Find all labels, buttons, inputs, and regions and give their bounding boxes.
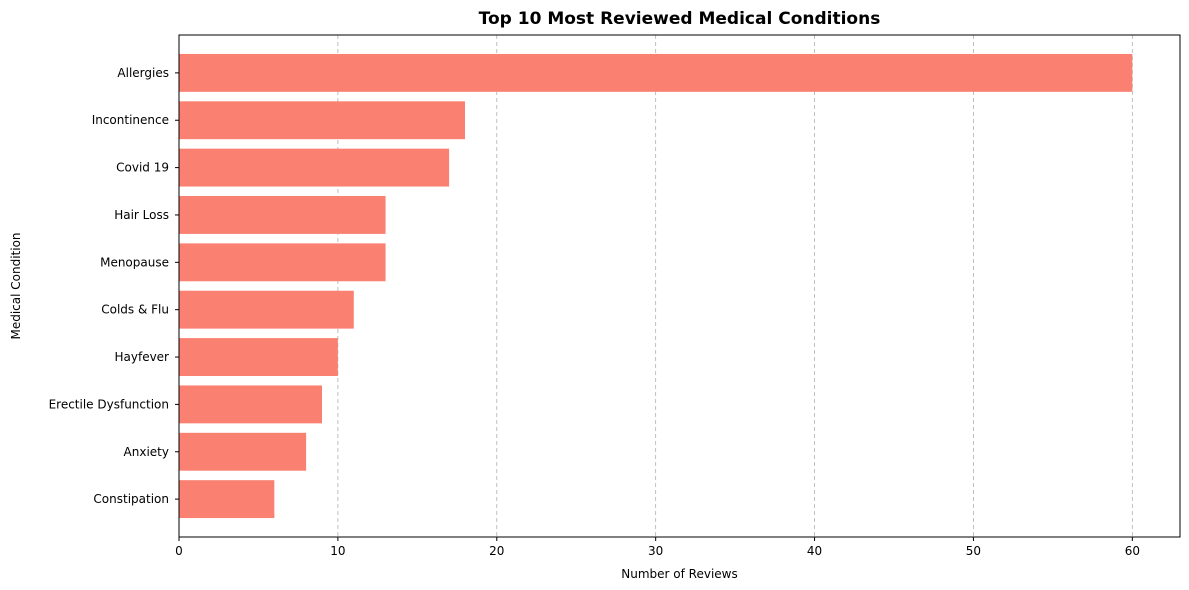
y-tick-label: Menopause	[100, 255, 169, 269]
y-tick-label: Anxiety	[124, 445, 169, 459]
x-tick-label: 0	[175, 544, 183, 558]
y-tick-label: Incontinence	[92, 113, 169, 127]
x-axis-label: Number of Reviews	[621, 567, 737, 581]
y-tick-label: Allergies	[117, 66, 169, 80]
y-tick-label: Erectile Dysfunction	[49, 397, 169, 411]
x-tick-label: 50	[966, 544, 981, 558]
y-tick-label: Hair Loss	[114, 208, 169, 222]
x-tick-label: 10	[330, 544, 345, 558]
bar	[179, 101, 465, 140]
bar	[179, 385, 322, 424]
chart-title: Top 10 Most Reviewed Medical Conditions	[479, 9, 881, 29]
bar	[179, 196, 386, 234]
bar	[179, 480, 275, 519]
x-tick-label: 20	[489, 544, 504, 558]
bars	[179, 53, 1133, 519]
plot-frame	[178, 34, 1181, 538]
bar	[179, 432, 307, 471]
x-tick-label: 30	[648, 544, 663, 558]
x-tick-label: 40	[807, 544, 822, 558]
y-tick-label: Colds & Flu	[101, 303, 169, 317]
bar	[179, 53, 1133, 92]
bar	[179, 148, 450, 187]
axes: 0 10 20 30 40 50 60 Allergies Incontinence Covid …	[49, 34, 1181, 558]
y-tick-label: Covid 19	[116, 161, 169, 175]
y-tick-label: Hayfever	[114, 350, 169, 364]
y-axis-label: Medical Condition	[9, 232, 23, 339]
bar	[179, 243, 386, 282]
bar	[179, 290, 354, 329]
y-tick-label: Constipation	[93, 492, 169, 506]
bar	[179, 338, 338, 376]
x-tick-label: 60	[1125, 544, 1140, 558]
